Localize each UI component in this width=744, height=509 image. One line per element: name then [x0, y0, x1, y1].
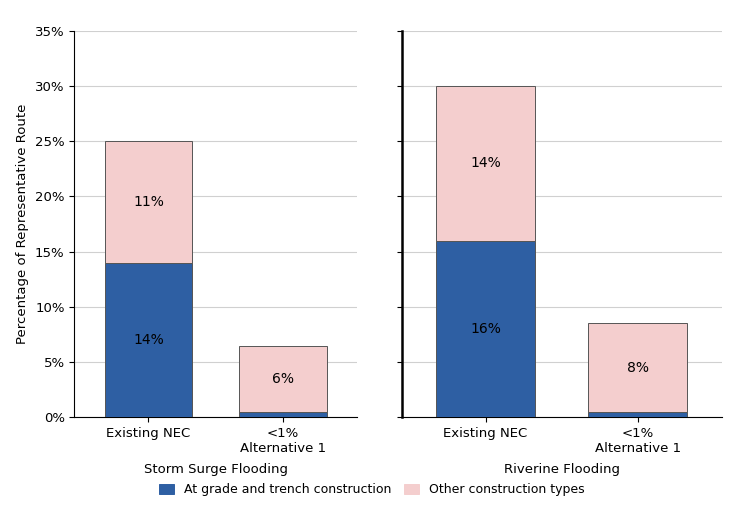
Bar: [105, 263, 192, 417]
Bar: [589, 323, 687, 412]
Y-axis label: Percentage of Representative Route: Percentage of Representative Route: [16, 104, 30, 344]
X-axis label: Storm Surge Flooding: Storm Surge Flooding: [144, 463, 288, 476]
Text: 8%: 8%: [627, 361, 649, 375]
Text: 14%: 14%: [133, 333, 164, 347]
Text: 14%: 14%: [470, 156, 501, 170]
Bar: [589, 412, 687, 417]
Bar: [436, 241, 535, 417]
Bar: [240, 412, 327, 417]
Legend: At grade and trench construction, Other construction types: At grade and trench construction, Other …: [155, 479, 589, 500]
Text: 16%: 16%: [470, 322, 501, 336]
Text: 11%: 11%: [133, 195, 164, 209]
X-axis label: Riverine Flooding: Riverine Flooding: [504, 463, 620, 476]
Bar: [240, 346, 327, 412]
Bar: [105, 141, 192, 263]
Text: 6%: 6%: [272, 372, 294, 386]
Bar: [436, 86, 535, 241]
